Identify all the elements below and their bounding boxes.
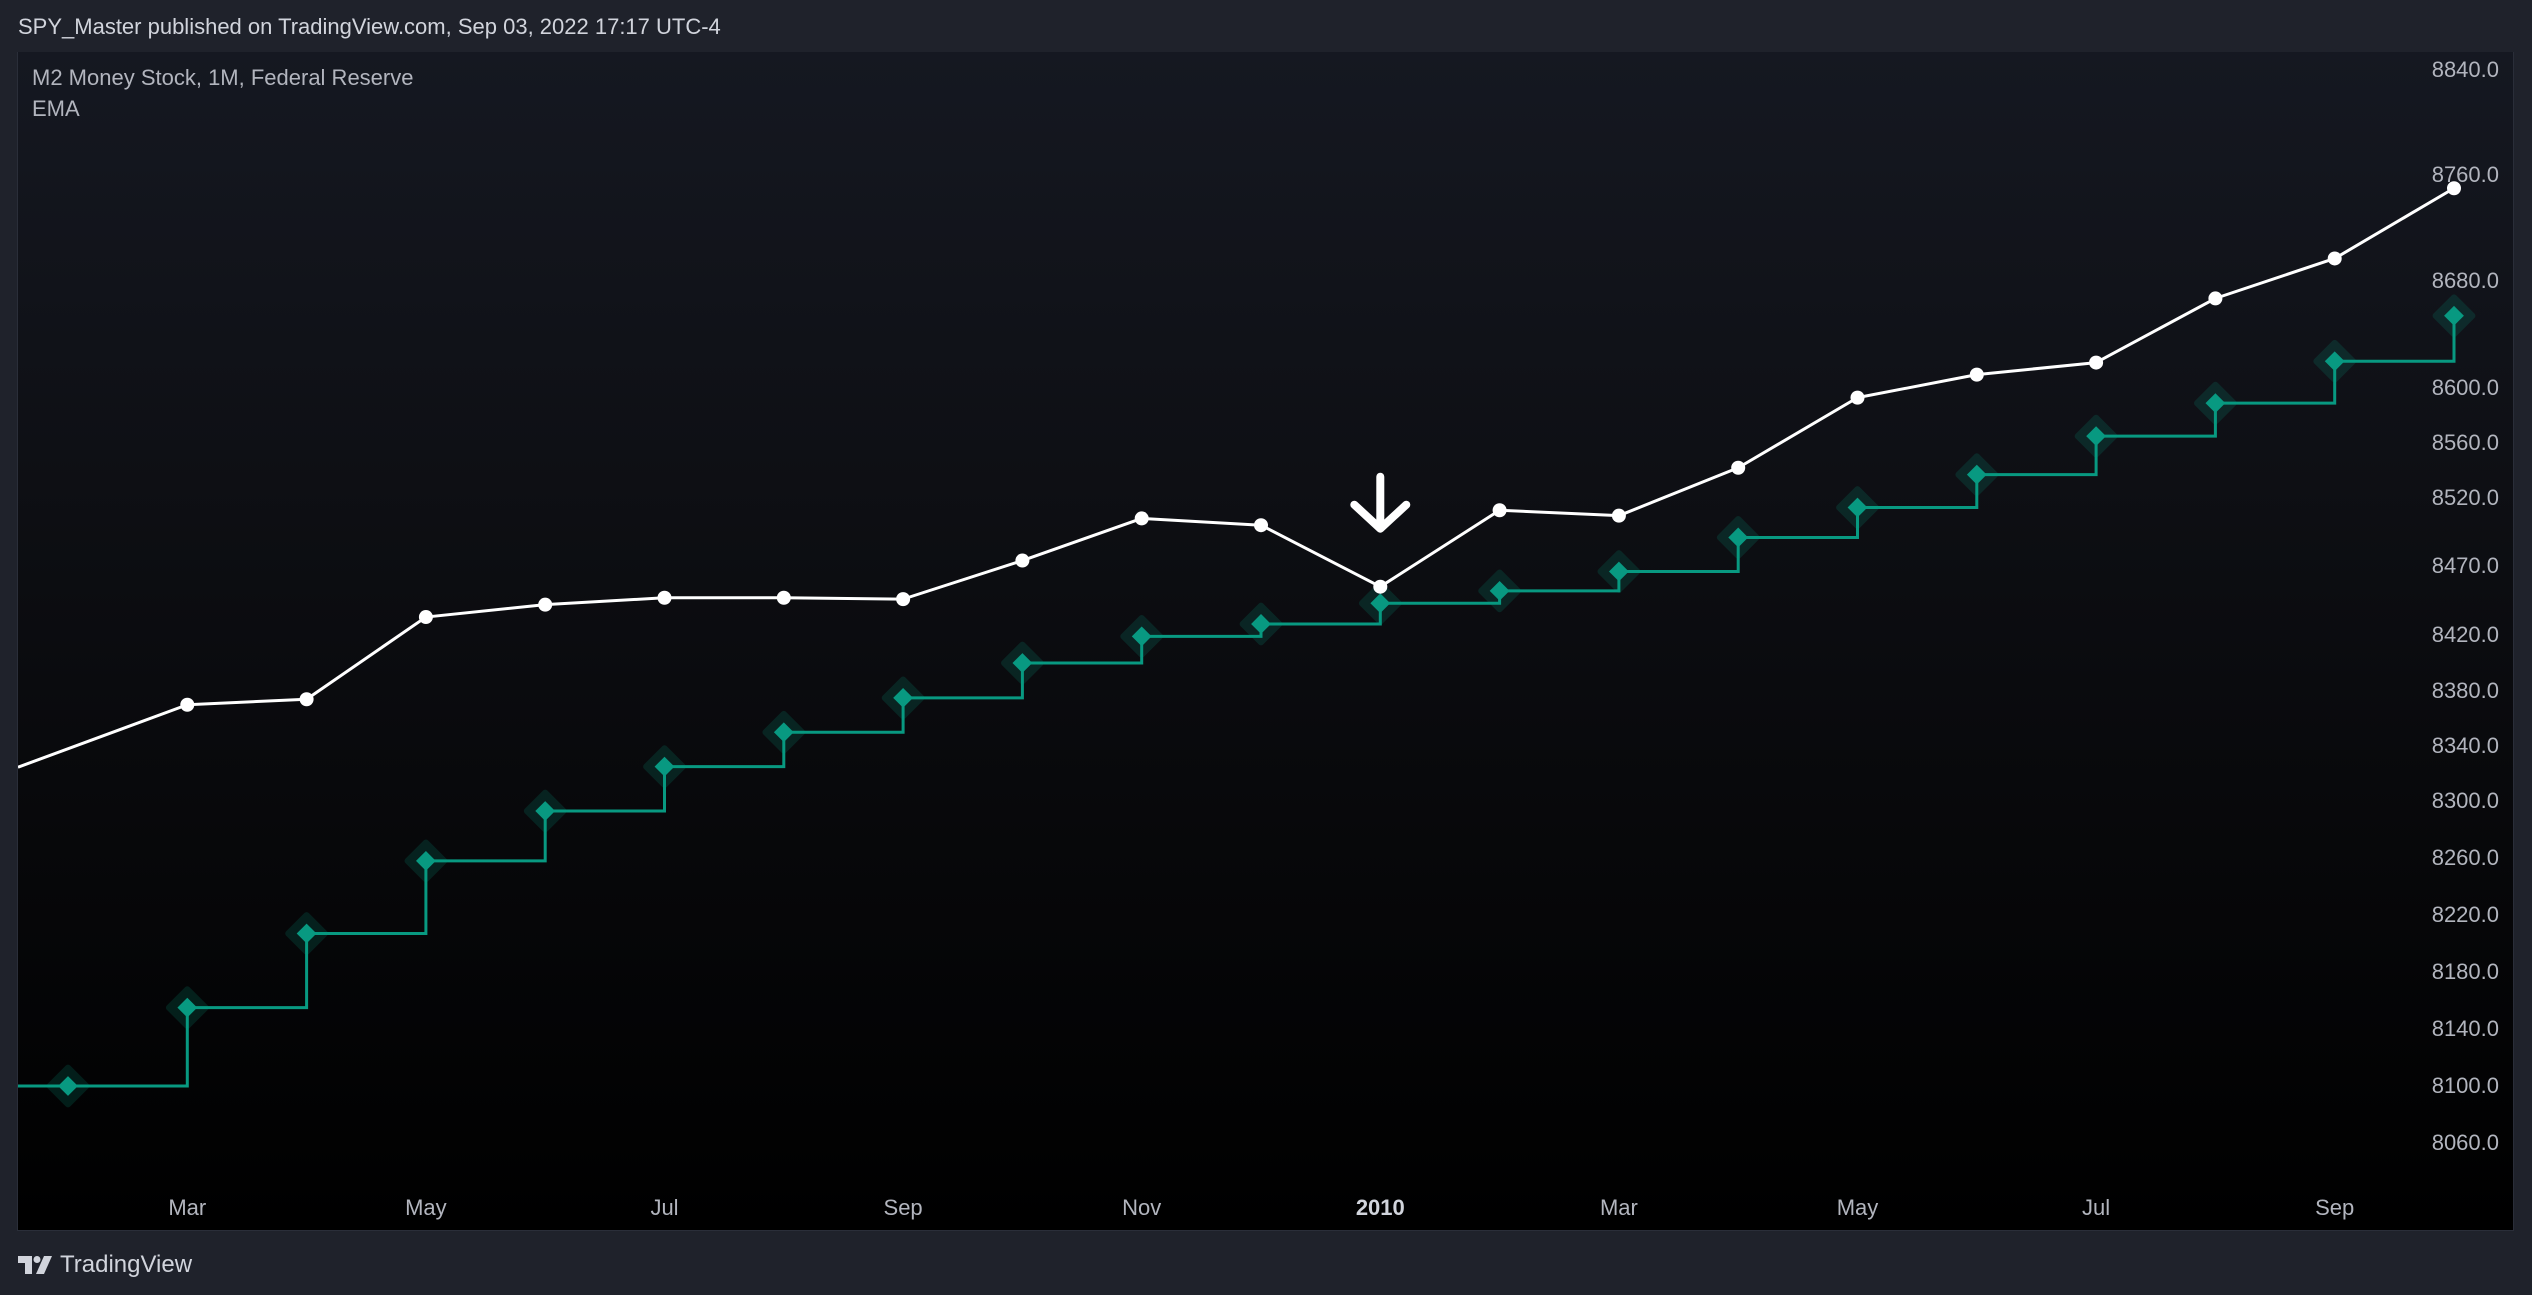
price-point — [1015, 553, 1030, 568]
ema-marker — [165, 986, 209, 1030]
ema-marker — [1239, 602, 1283, 646]
price-point — [180, 697, 195, 712]
x-tick-label: Nov — [1122, 1195, 1161, 1220]
ema-marker — [404, 839, 448, 883]
x-tick-label: Mar — [1600, 1195, 1638, 1220]
y-tick-label: 8380.0 — [2432, 678, 2499, 703]
y-tick-label: 8840.0 — [2432, 57, 2499, 82]
ema-point — [1489, 580, 1510, 601]
ema-marker — [1120, 615, 1164, 658]
price-point — [2327, 251, 2342, 266]
ema-marker — [881, 676, 925, 720]
price-point — [2089, 355, 2104, 370]
ema-point — [2086, 426, 2106, 447]
ema-marker — [643, 745, 686, 789]
ema-marker — [1716, 516, 1760, 559]
price-point — [1850, 390, 1865, 405]
x-tick-label: Sep — [884, 1195, 923, 1220]
price-series — [18, 181, 2461, 769]
y-tick-label: 8760.0 — [2432, 162, 2499, 187]
ema-marker — [2313, 339, 2357, 383]
footer: TradingView — [0, 1231, 2532, 1295]
y-tick-label: 8560.0 — [2432, 430, 2499, 455]
x-tick-label: Mar — [168, 1195, 206, 1220]
arrow-down-icon — [1350, 472, 1411, 533]
y-tick-label: 8680.0 — [2432, 268, 2499, 293]
ema-series — [18, 294, 2476, 1108]
ema-marker — [2194, 381, 2237, 425]
ema-marker — [2432, 294, 2476, 338]
x-tick-label: May — [1837, 1195, 1879, 1220]
price-point — [776, 590, 791, 605]
annotations — [1350, 472, 1411, 533]
x-tick-label: Sep — [2315, 1195, 2354, 1220]
y-tick-label: 8180.0 — [2432, 959, 2499, 984]
legend-symbol[interactable]: M2 Money Stock, 1M, Federal Reserve — [32, 65, 414, 90]
price-point — [418, 610, 433, 625]
price-point — [299, 692, 314, 707]
y-tick-label: 8100.0 — [2432, 1073, 2499, 1098]
price-point — [657, 590, 672, 605]
ema-marker — [1836, 486, 1879, 529]
price-point — [1373, 579, 1388, 594]
y-tick-label: 8420.0 — [2432, 622, 2499, 647]
y-axis[interactable]: 8840.0 8760.0 8680.0 8600.0 8560.0 8520.0 8470… — [2432, 57, 2499, 1155]
ema-point — [1131, 626, 1152, 647]
ema-marker — [285, 912, 328, 955]
price-point — [1492, 503, 1507, 518]
ema-point — [1609, 561, 1629, 582]
x-tick-label: May — [405, 1195, 447, 1220]
ema-marker — [762, 710, 806, 754]
x-tick-label: 2010 — [1356, 1195, 1405, 1220]
legend-indicator[interactable]: EMA — [32, 96, 80, 121]
x-axis[interactable]: Mar May Jul Sep Nov 2010 Mar May Jul Sep — [168, 1195, 2354, 1220]
footer-brand: TradingView — [60, 1251, 193, 1278]
y-tick-label: 8220.0 — [2432, 902, 2499, 927]
ema-marker — [523, 789, 567, 833]
x-tick-label: Jul — [2082, 1195, 2110, 1220]
ema-marker — [1478, 569, 1521, 613]
price-point — [1134, 511, 1149, 526]
ema-point — [2205, 393, 2226, 414]
y-tick-label: 8600.0 — [2432, 375, 2499, 400]
y-tick-label: 8060.0 — [2432, 1130, 2499, 1155]
price-point — [1254, 518, 1268, 533]
ema-marker — [1001, 641, 1044, 685]
tradingview-logo-icon — [18, 1256, 52, 1274]
ema-point — [58, 1076, 78, 1096]
y-tick-label: 8300.0 — [2432, 788, 2499, 813]
ema-point — [1251, 614, 1271, 634]
chart-panel[interactable]: 8840.0 8760.0 8680.0 8600.0 8560.0 8520.0 8470… — [17, 52, 2514, 1231]
ema-point — [1847, 497, 1868, 518]
ema-marker — [1358, 581, 1402, 625]
ema-marker — [2074, 414, 2118, 458]
ema-marker — [46, 1064, 90, 1108]
ema-marker — [1955, 453, 1999, 497]
ema-point — [2324, 351, 2345, 372]
price-point — [538, 597, 553, 612]
y-tick-label: 8140.0 — [2432, 1016, 2499, 1041]
chart-svg[interactable]: 8840.0 8760.0 8680.0 8600.0 8560.0 8520.0 8470… — [18, 52, 2514, 1231]
ema-point — [1728, 527, 1749, 548]
y-tick-label: 8340.0 — [2432, 733, 2499, 758]
price-line — [18, 186, 2456, 769]
ema-point — [1966, 464, 1987, 485]
y-tick-label: 8520.0 — [2432, 485, 2499, 510]
price-point — [1731, 460, 1746, 475]
price-point — [1969, 367, 1984, 382]
price-point — [1611, 508, 1626, 523]
ema-marker — [1597, 550, 1641, 593]
chart-legend: M2 Money Stock, 1M, Federal Reserve EMA — [32, 62, 413, 124]
y-tick-label: 8260.0 — [2432, 845, 2499, 870]
ema-point — [1370, 593, 1391, 614]
publish-header: SPY_Master published on TradingView.com,… — [0, 0, 2532, 52]
price-point — [2447, 181, 2461, 196]
x-tick-label: Jul — [650, 1195, 678, 1220]
tradingview-logo[interactable]: TradingView — [18, 1251, 192, 1279]
y-tick-label: 8470.0 — [2432, 553, 2499, 578]
price-point — [896, 592, 911, 607]
publish-info: SPY_Master published on TradingView.com,… — [18, 14, 721, 39]
ema-point — [2444, 305, 2464, 326]
price-point — [2208, 291, 2223, 306]
